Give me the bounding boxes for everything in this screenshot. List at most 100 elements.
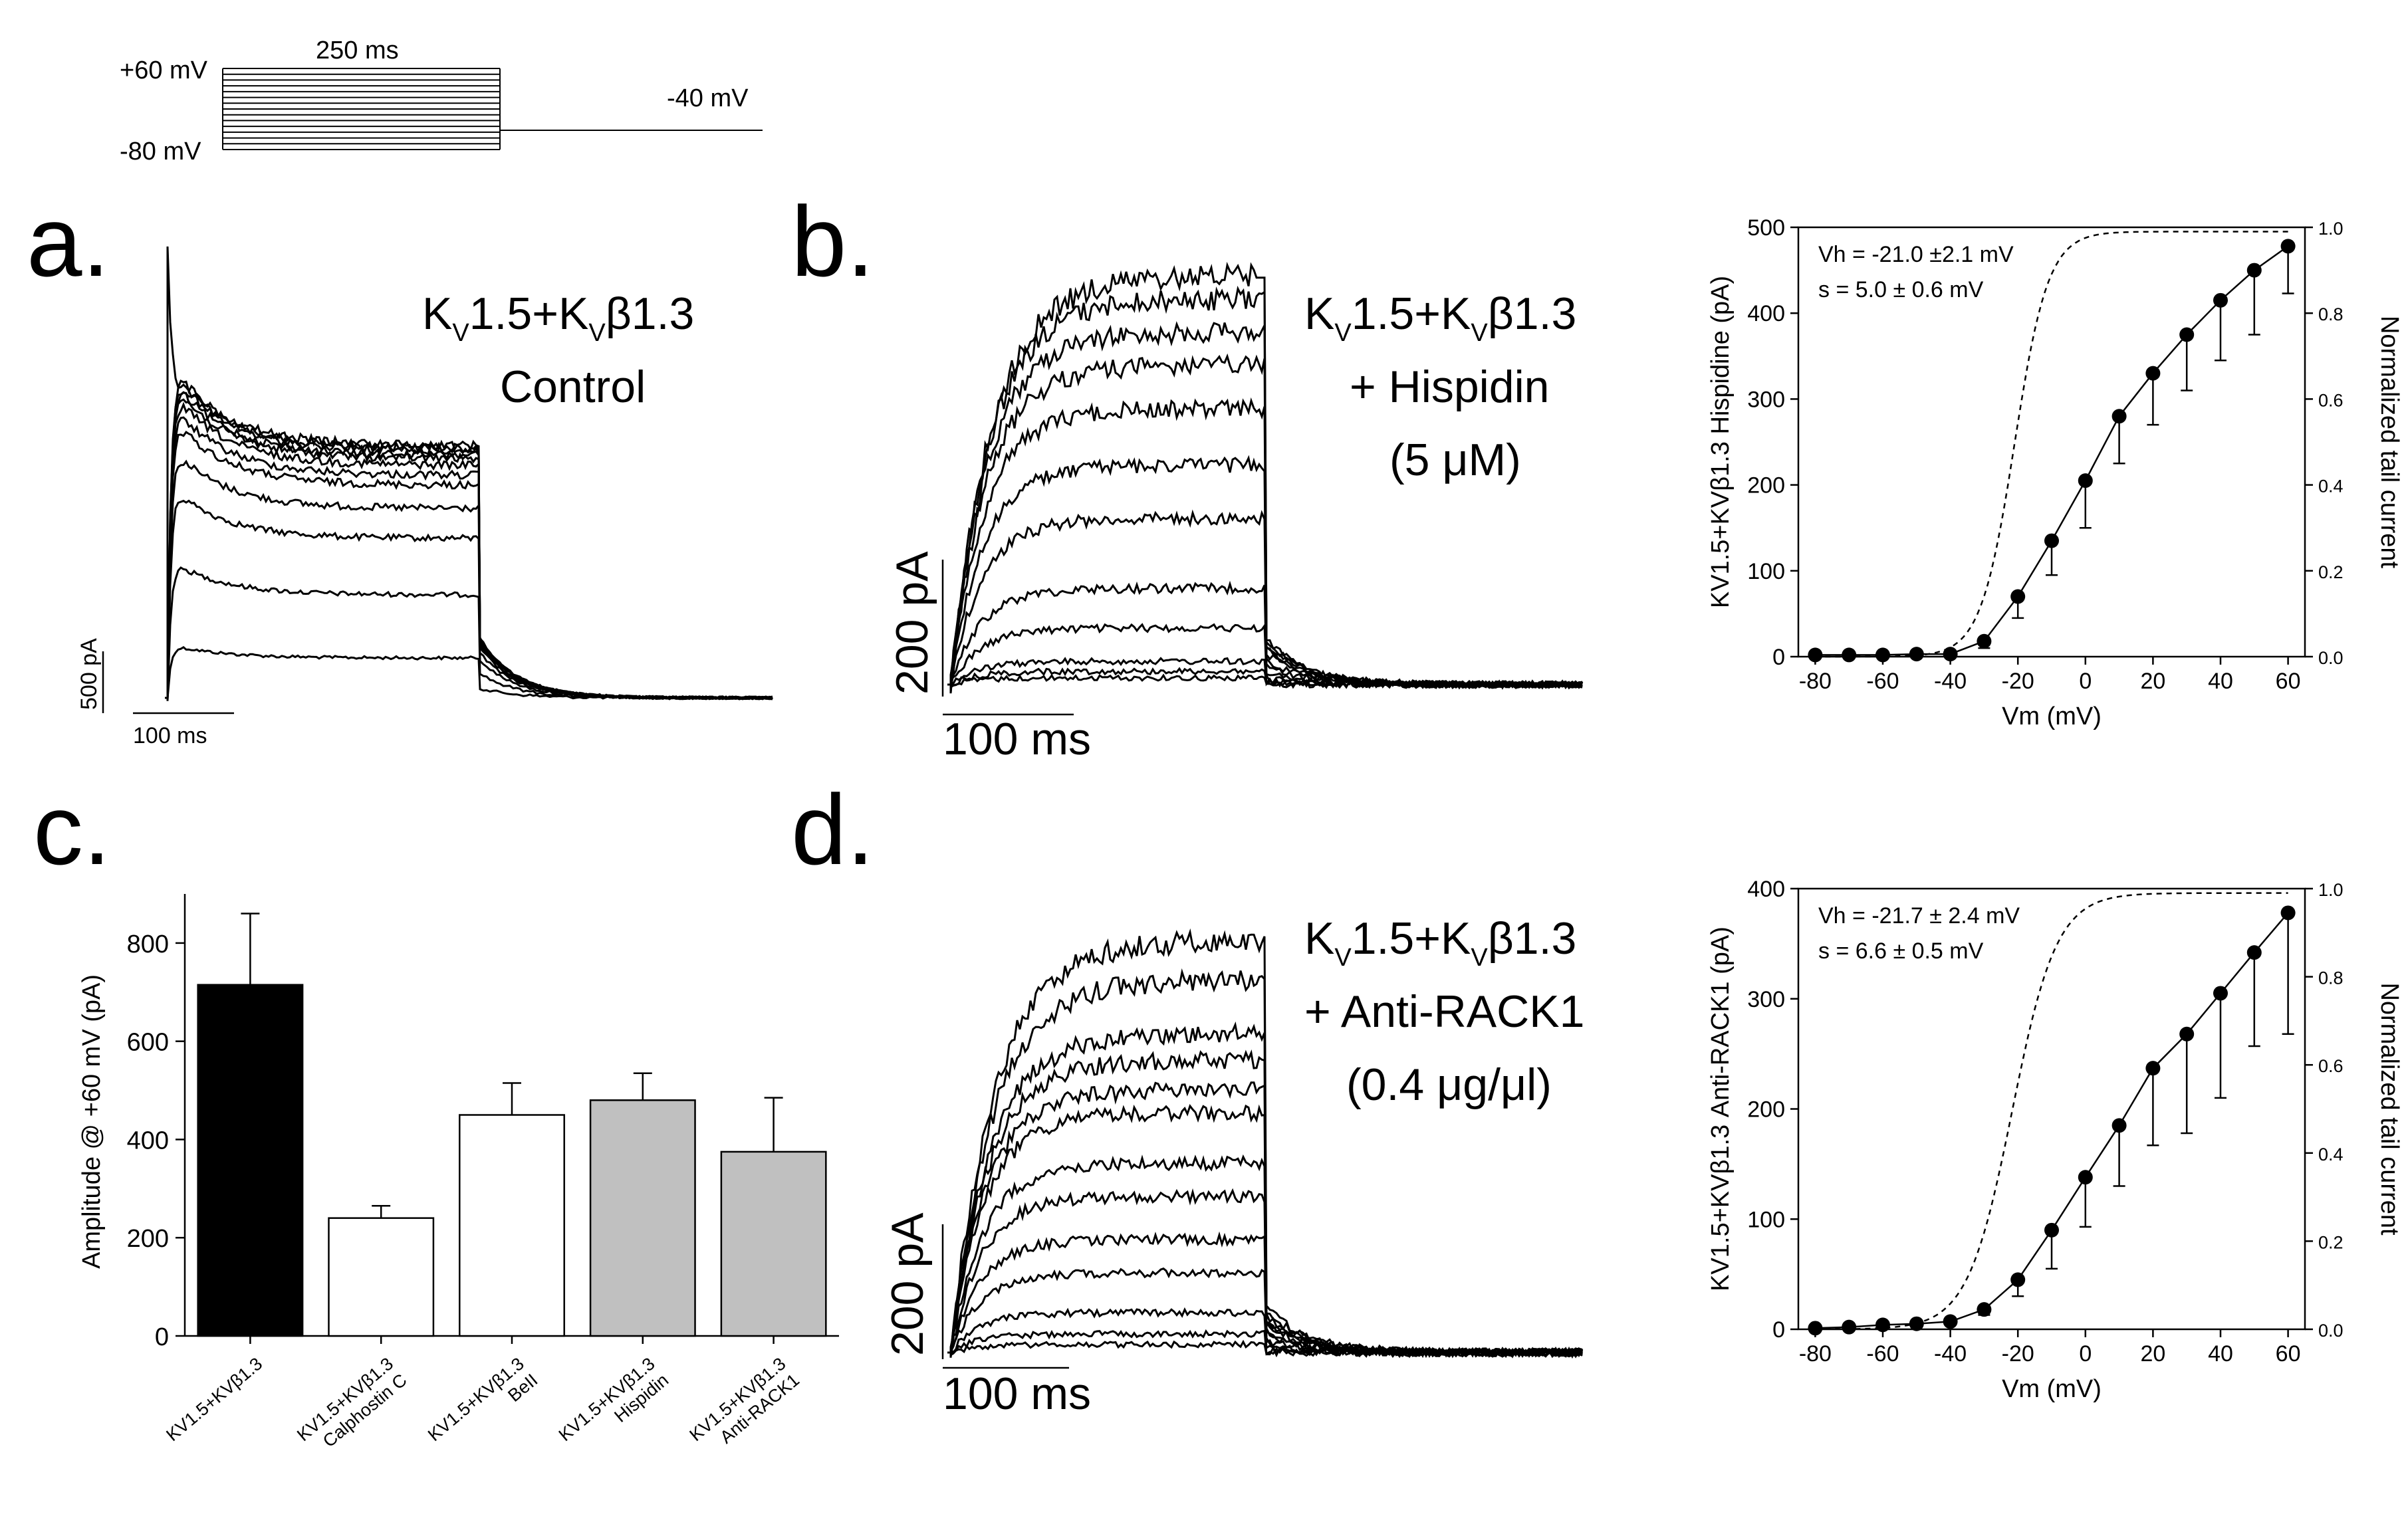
- data-point: [2044, 1222, 2059, 1238]
- y-tick-label-left: 100: [1747, 1207, 1785, 1232]
- data-point: [2246, 263, 2262, 278]
- bar: [197, 984, 304, 1337]
- y-tick-label-left: 200: [1747, 1097, 1785, 1123]
- data-point: [2213, 292, 2228, 308]
- data-point: [2280, 239, 2296, 254]
- iv-curve-line: [1815, 245, 2289, 656]
- y-tick-label-left: 500: [1747, 215, 1785, 241]
- x-tick-label: -20: [2002, 669, 2034, 694]
- y-axis-label-left: KV1.5+KVβ1.3 Hispidine (pA): [1707, 276, 1735, 608]
- scale-label-y-d: 200 pA: [882, 1212, 933, 1356]
- construct-label-b: KV1.5+KVβ1.3: [1304, 288, 1576, 347]
- data-point: [2280, 905, 2296, 921]
- current-traces-a: [165, 246, 773, 701]
- panel-letter-a: a.: [27, 185, 110, 297]
- condition-label-b: + Hispidin: [1350, 362, 1550, 412]
- construct-label-a: KV1.5+KVβ1.3: [422, 288, 694, 347]
- y-tick-label-right: 1.0: [2318, 219, 2344, 239]
- panel-letter-c: c.: [33, 774, 111, 885]
- category-label: KV1.5+KVβ1.3: [162, 1354, 266, 1446]
- category-label: KV1.5+KVβ1.3Calphostin C: [293, 1354, 411, 1462]
- protocol-v-hold: -40 mV: [667, 84, 749, 112]
- protocol-v-top: +60 mV: [120, 56, 208, 84]
- category-label: KV1.5+KVβ1.3Hispidin: [555, 1354, 673, 1462]
- y-tick-label-left: 300: [1747, 987, 1785, 1012]
- y-tick-label: 600: [127, 1029, 169, 1057]
- scale-label-x-a: 100 ms: [133, 723, 207, 748]
- y-axis-label: Amplitude @ +60 mV (pA): [78, 974, 106, 1269]
- y-tick-label-left: 400: [1747, 301, 1785, 326]
- panel-a-title: KV1.5+KVβ1.3 Control: [422, 288, 694, 412]
- protocol-step-edges: [222, 68, 501, 150]
- data-point: [1875, 647, 1890, 663]
- y-tick-label-left: 0: [1772, 1317, 1785, 1343]
- current-traces-d: [947, 928, 1584, 1359]
- y-tick-label-left: 0: [1772, 645, 1785, 670]
- panel-letter-d: d.: [791, 774, 874, 885]
- y-tick-label-right: 0.0: [2318, 648, 2344, 668]
- y-tick-label: 800: [127, 930, 169, 958]
- data-point: [2213, 986, 2228, 1001]
- x-axis-label: Vm (mV): [2002, 1375, 2102, 1403]
- y-axis-label-left: KV1.5+KVβ1.3 Anti-RACK1 (pA): [1707, 927, 1735, 1291]
- data-point: [2179, 327, 2195, 342]
- panel-letter-b: b.: [791, 185, 874, 297]
- scale-label-y-a: 500 pA: [76, 638, 102, 710]
- y-tick-label-right: 0.8: [2318, 304, 2344, 324]
- scale-label-x-b: 100 ms: [943, 714, 1091, 764]
- current-trace: [947, 1081, 1584, 1358]
- current-trace: [947, 1103, 1584, 1359]
- current-trace: [165, 645, 773, 701]
- chart-iv-anti-rack1: -80 -60 -40 -20 0 20 40 60 0 100 200 300 400 0.0 0.2 0.…: [1707, 877, 2403, 1403]
- voltage-protocol: +60 mV -80 mV 250 ms -40 mV: [120, 37, 763, 165]
- data-point: [2111, 409, 2127, 424]
- y-tick-label-left: 100: [1747, 559, 1785, 584]
- chart-amplitude-bars: 0 200 400 600 800 Amplitude @ +60 mV (pA) KV1.…: [78, 894, 839, 1462]
- data-point: [2078, 1170, 2093, 1185]
- data-point: [1977, 1302, 1992, 1317]
- concentration-label-b: (5 μM): [1389, 435, 1521, 485]
- x-tick-label: 20: [2140, 669, 2165, 694]
- scale-label-x-d: 100 ms: [943, 1368, 1091, 1419]
- current-trace: [165, 391, 773, 701]
- plot-frame: [1797, 226, 2306, 658]
- data-point: [1909, 1316, 1924, 1331]
- y-axis-label-right: Normalized tail current: [2375, 982, 2403, 1236]
- chart-iv-hispidin: -80 -60 -40 -20 0 20 40 60 0 100 200 300 400 500 0.0 0.…: [1707, 215, 2403, 730]
- x-tick-label: -80: [1799, 1341, 1832, 1366]
- current-trace: [947, 1307, 1583, 1359]
- current-trace: [165, 499, 773, 701]
- construct-label-d: KV1.5+KVβ1.3: [1304, 913, 1576, 972]
- current-trace: [165, 459, 773, 701]
- protocol-v-bottom: -80 mV: [120, 138, 201, 165]
- scale-label-y-b: 200 pA: [887, 551, 937, 695]
- y-tick-label-right: 0.6: [2318, 1056, 2344, 1076]
- current-traces-b: [947, 261, 1584, 694]
- y-tick-label-left: 200: [1747, 473, 1785, 498]
- x-tick-label: -80: [1799, 669, 1832, 694]
- y-tick-label-right: 0.2: [2318, 1232, 2344, 1252]
- x-tick-label: 20: [2140, 1341, 2165, 1366]
- x-tick-label: 0: [2079, 1341, 2092, 1366]
- x-tick-label: -60: [1866, 669, 1899, 694]
- data-point: [1977, 633, 1992, 649]
- y-axis-label-right: Normalized tail current: [2375, 316, 2403, 569]
- y-tick-label-right: 0.0: [2318, 1321, 2344, 1341]
- data-point: [2010, 1272, 2026, 1287]
- category-label: KV1.5+KVβ1.3Anti-RACK1: [686, 1354, 804, 1462]
- panel-b-traces: 200 pA 100 ms KV1.5+KVβ1.3 + Hispidin (5…: [887, 261, 1584, 764]
- current-trace: [947, 455, 1583, 689]
- data-point: [2111, 1118, 2127, 1133]
- bar: [589, 1099, 696, 1337]
- data-point: [2078, 473, 2093, 489]
- current-trace: [947, 321, 1584, 693]
- x-tick-label: 60: [2276, 669, 2301, 694]
- panel-b-title: KV1.5+KVβ1.3 + Hispidin (5 μM): [1304, 288, 1576, 485]
- current-trace: [947, 968, 1583, 1359]
- bar: [720, 1150, 827, 1337]
- y-tick-label: 0: [155, 1323, 169, 1351]
- protocol-duration: 250 ms: [316, 37, 399, 64]
- data-point: [2179, 1026, 2195, 1041]
- annotation-slope: s = 6.6 ± 0.5 mV: [1818, 938, 1984, 964]
- x-tick-label: -40: [1934, 669, 1967, 694]
